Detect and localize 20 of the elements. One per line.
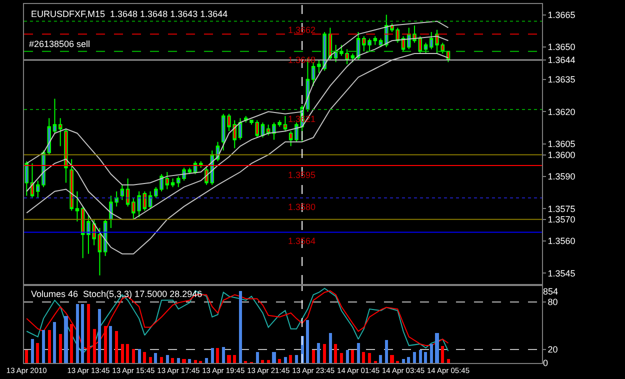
y2-tick-label: 854	[542, 286, 558, 296]
y-tick-label: 1.3635	[548, 74, 576, 85]
annotation: #26138506 sell	[29, 39, 90, 49]
ref-line-label: 1.3662	[288, 25, 316, 35]
y-tick-label: 80	[548, 297, 558, 308]
y-tick-label: 1.3575	[548, 204, 576, 214]
y-tick-label: 1.3560	[548, 236, 576, 246]
y-tick-label: 1.3620	[548, 106, 576, 117]
text: EURUSDFXF,M15 1.3648 1.3648 1.3643 1.3644	[31, 9, 228, 19]
y-tick-label: 1.3600	[548, 150, 576, 160]
ref-line-label: 1.3595	[288, 170, 316, 180]
y-tick-label: 1.3665	[548, 10, 576, 20]
y-tick-label: 1.3644	[548, 55, 576, 66]
y2-tick-label: 0	[542, 358, 548, 368]
y-tick-label: 20	[548, 344, 558, 355]
y-tick-label: 1.3570	[548, 214, 576, 225]
y-tick-label: 1.3590	[548, 171, 576, 182]
y-tick-label: 1.3545	[548, 268, 576, 278]
y-tick-label: 1.3605	[548, 139, 576, 150]
y-tick-label: 1.3650	[548, 42, 576, 52]
